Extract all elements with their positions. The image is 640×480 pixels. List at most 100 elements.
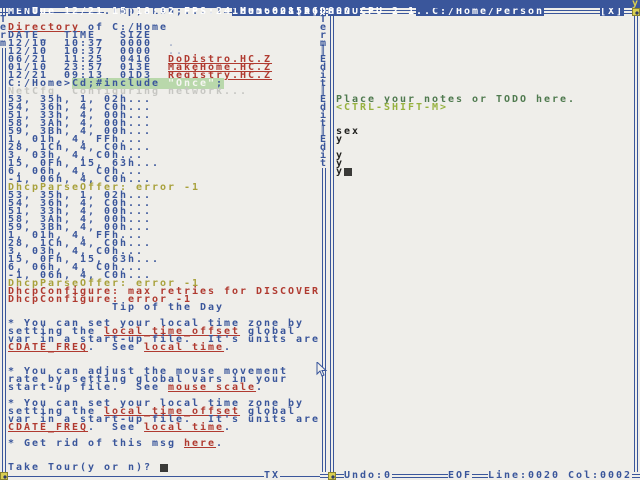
doldoc-link[interactable]: mouse scale: [168, 382, 257, 393]
window-border-bottom[interactable]: [320, 472, 640, 480]
text-line: <CTRL-SHIFT-M>: [336, 102, 449, 113]
doldoc-link[interactable]: MakeHome.HC.Z: [168, 62, 273, 73]
text-segment: DhcpConfigure: error -1: [8, 294, 193, 305]
text-line: Tip of the Day: [8, 303, 224, 313]
text-line: 53, 35h, 1, 02h...: [8, 94, 153, 105]
text-line: 15, 0Fh, 15, 63h...: [8, 255, 160, 265]
border-letter: m: [320, 38, 329, 49]
text-segment: .: [256, 382, 265, 393]
resize-handle[interactable]: [328, 472, 336, 480]
text-segment: * You can set your local time zone by: [8, 318, 305, 329]
text-segment: Place your notes or TODO here.: [336, 94, 577, 105]
doldoc-link[interactable]: CDATE_FREQ: [8, 342, 89, 353]
text-line: * You can adjust the mouse movement: [8, 367, 288, 377]
resize-handle[interactable]: [0, 472, 8, 480]
window-border-bottom[interactable]: [0, 472, 320, 480]
text-line: 54, 36h, 4, C0h...: [8, 199, 152, 209]
status-corner-glyph: y: [632, 0, 640, 9]
text-line: 01/10 23:57 013E MakeHome.HC.Z: [8, 62, 273, 73]
text-segment: ;: [216, 78, 225, 89]
text-segment: global: [240, 326, 297, 337]
text-line: Place your notes or TODO here.: [336, 94, 577, 105]
window-title[interactable]: .Tmp;.Lsh;....T: [104, 7, 225, 17]
window-border-right[interactable]: [632, 8, 640, 472]
text-line: 12/10 10:37 0000 ..: [8, 46, 185, 57]
text-segment: y: [336, 158, 345, 169]
text-line: y: [336, 134, 345, 145]
text-segment: 06/21 11:25 0416: [8, 54, 169, 65]
menu-button[interactable]: MENU: [328, 7, 361, 17]
status-bar-text: Tue 12/21 15:18:02 FPS:24 Mem:0015D6D800…: [32, 6, 417, 17]
doldoc-link[interactable]: Directory: [8, 22, 81, 33]
text-segment: DhcpParseOffer: error -1: [8, 182, 201, 193]
border-letter: T: [320, 14, 329, 25]
text-line: 6, 06h, 4, C0h...: [8, 167, 144, 177]
border-letter: e: [320, 22, 329, 33]
text-segment: y: [336, 150, 345, 161]
text-line: DhcpConfigure: error -1: [8, 294, 193, 305]
text-line: 28, 1Ch, 4, C0h...: [8, 143, 152, 153]
text-segment: 53, 35h, 1, 02h...: [8, 94, 153, 105]
window-border-left[interactable]: [0, 8, 8, 16]
text-line: 15, 0Fh, 15, 63h...: [8, 158, 161, 169]
doldoc-link[interactable]: here: [184, 438, 217, 449]
resize-handle[interactable]: [632, 8, 640, 16]
text-line: * You can set your local time zone by: [8, 318, 305, 329]
doldoc-link[interactable]: Registry.HC.Z: [168, 70, 273, 81]
border-letter: r: [0, 30, 9, 41]
mouse-pointer-icon: [316, 362, 328, 377]
text-line: var in a start-up file. It's units are: [8, 334, 321, 345]
doldoc-link[interactable]: local time: [144, 342, 225, 353]
text-line: 12/21 09:13 01D3 Registry.HC.Z: [8, 70, 273, 81]
text-line: 53, 35h, 1, 02h...: [8, 191, 152, 201]
text-segment: var in a start-up file. It's units are: [8, 334, 321, 345]
text-segment: <CTRL-SHIFT-M>: [336, 102, 449, 113]
border-letter: d: [320, 62, 329, 73]
text-segment: 15, 0Fh, 15, 63h...: [8, 158, 161, 169]
text-line: * Get rid of this msg here.: [8, 438, 224, 449]
text-line: 1, 01h, 4, FFh...: [8, 231, 144, 241]
text-segment: Cd;#include: [72, 78, 169, 89]
text-segment: of C:/Home: [80, 22, 169, 33]
tx-indicator: TX: [264, 470, 281, 480]
doldoc-link[interactable]: CDATE_FREQ: [8, 422, 89, 433]
undo-indicator: Undo:0: [344, 470, 393, 480]
text-segment: * You can set your local time zone by: [8, 398, 305, 409]
border-letter: ║: [320, 126, 329, 137]
doldoc-link[interactable]: local_time_offset: [104, 326, 241, 337]
border-letter: ║: [320, 86, 329, 97]
text-line: y: [336, 167, 353, 177]
menu-button[interactable]: MENU: [8, 7, 41, 17]
window-title-number: 16956628: [232, 7, 297, 17]
doldoc-link[interactable]: local time: [144, 422, 225, 433]
window-border-left-inner[interactable]: [328, 16, 336, 472]
text-segment: DhcpConfigure: max retries for DISCOVER: [8, 286, 321, 297]
text-segment: setting the: [8, 326, 105, 337]
close-button[interactable]: [X]: [600, 6, 625, 17]
text-segment: 1, 01h, 4, FFh...: [8, 134, 145, 145]
doldoc-link[interactable]: local_time_offset: [104, 406, 241, 417]
window-border-left-outer[interactable]: [320, 8, 328, 16]
text-line: DhcpParseOffer: error -1: [8, 279, 200, 289]
text-line: rate by setting global vars in your: [8, 375, 288, 385]
window-title[interactable]: ..C:/Home/Person: [416, 6, 545, 17]
text-line: -1, 06h, 4, C0h...: [8, 175, 152, 185]
window-border-left[interactable]: [0, 48, 8, 472]
eof-indicator: EOF: [448, 470, 473, 480]
text-segment: -1, 06h, 4, C0h...: [8, 270, 153, 281]
border-letter: E: [320, 94, 329, 105]
border-letter: i: [320, 110, 329, 121]
close-button[interactable]: [X]: [296, 7, 321, 17]
text-line: DhcpConfigure: max retries for DISCOVER: [8, 286, 321, 297]
text-segment: 59, 3Bh, 4, 00h...: [8, 126, 153, 137]
text-segment: global: [240, 406, 297, 417]
text-segment: y: [336, 134, 345, 145]
window-border-left-outer[interactable]: [320, 168, 328, 472]
border-letter: m: [0, 38, 9, 49]
doldoc-link[interactable]: DoDistro.HC.Z: [168, 54, 273, 65]
text-segment: ..: [168, 46, 185, 57]
text-line: 51, 33h, 4, 00h...: [8, 111, 152, 121]
text-line: sex: [336, 127, 360, 137]
text-line: 1, 01h, 4, FFh...: [8, 134, 145, 145]
